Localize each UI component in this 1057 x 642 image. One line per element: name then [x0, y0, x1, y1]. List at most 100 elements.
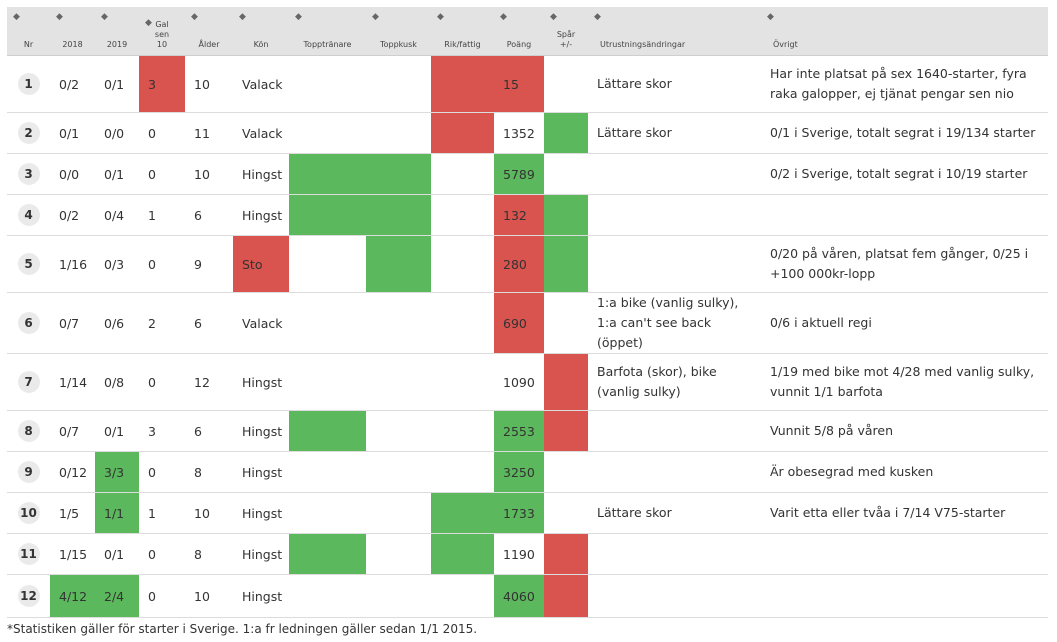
cell-2018: 4/12	[50, 574, 95, 618]
cell-spar	[544, 533, 588, 575]
sort-icon[interactable]: ◆	[191, 12, 198, 22]
cell-kon: Valack	[233, 292, 289, 354]
cell-topptranare	[289, 194, 366, 236]
cell-utrustning	[588, 574, 761, 618]
col-header-alder[interactable]: ◆ Ålder	[185, 7, 233, 56]
sort-icon[interactable]: ◆	[500, 12, 507, 22]
nr-cell: 9	[7, 451, 50, 493]
cell-2019: 0/3	[95, 235, 139, 293]
cell-spar	[544, 292, 588, 354]
cell-spar	[544, 153, 588, 195]
cell-poang: 2553	[494, 410, 544, 452]
sort-icon[interactable]: ◆	[550, 12, 557, 22]
col-label: Topptränare	[303, 40, 352, 49]
cell-2019: 0/1	[95, 410, 139, 452]
col-label: 2018	[62, 40, 83, 49]
cell-utrustning	[588, 533, 761, 575]
cell-toppkusk	[366, 112, 431, 154]
cell-ovrigt	[761, 194, 1048, 236]
cell-2018: 0/2	[50, 55, 95, 113]
cell-topptranare	[289, 410, 366, 452]
cell-2019: 0/1	[95, 533, 139, 575]
cell-rik-fattig	[431, 533, 494, 575]
row-number-badge: 3	[17, 163, 40, 185]
col-header-ovrigt[interactable]: ◆ Övrigt	[761, 7, 1048, 56]
cell-alder: 11	[185, 112, 233, 154]
cell-topptranare	[289, 574, 366, 618]
table-row: 1 0/2 0/1 3 10 Valack 15 Lättare skor Har inte p…	[7, 55, 1048, 113]
cell-toppkusk	[366, 235, 431, 293]
col-header-utrustning[interactable]: ◆ Utrustningsändringar	[588, 7, 761, 56]
cell-poang: 1733	[494, 492, 544, 534]
cell-utrustning	[588, 410, 761, 452]
sort-icon[interactable]: ◆	[594, 12, 601, 22]
cell-toppkusk	[366, 292, 431, 354]
sort-icon[interactable]: ◆	[145, 18, 152, 28]
col-header-nr[interactable]: ◆ Nr	[7, 7, 50, 56]
cell-2018: 0/2	[50, 194, 95, 236]
cell-rik-fattig	[431, 353, 494, 411]
cell-rik-fattig	[431, 55, 494, 113]
cell-toppkusk	[366, 353, 431, 411]
cell-poang: 690	[494, 292, 544, 354]
cell-kon: Hingst	[233, 533, 289, 575]
row-number-badge: 9	[17, 461, 40, 483]
col-header-spar[interactable]: ◆ Spår +/-	[544, 7, 588, 56]
cell-topptranare	[289, 235, 366, 293]
row-number-badge: 7	[17, 371, 40, 393]
cell-2019: 3/3	[95, 451, 139, 493]
col-header-rik-fattig[interactable]: ◆ Rik/fattig	[431, 7, 494, 56]
cell-toppkusk	[366, 533, 431, 575]
cell-kon: Hingst	[233, 574, 289, 618]
col-header-2018[interactable]: ◆ 2018	[50, 7, 95, 56]
cell-poang: 4060	[494, 574, 544, 618]
cell-2019: 0/6	[95, 292, 139, 354]
col-header-kon[interactable]: ◆ Kön	[233, 7, 289, 56]
cell-gal-sen-10: 1	[139, 492, 185, 534]
sort-icon[interactable]: ◆	[295, 12, 302, 22]
nr-cell: 3	[7, 153, 50, 195]
col-header-poang[interactable]: ◆ Poäng	[494, 7, 544, 56]
sort-icon[interactable]: ◆	[101, 12, 108, 22]
row-number-badge: 12	[17, 585, 40, 607]
cell-toppkusk	[366, 410, 431, 452]
cell-ovrigt: Har inte platsat på sex 1640-starter, fy…	[761, 55, 1048, 113]
cell-alder: 8	[185, 533, 233, 575]
cell-topptranare	[289, 353, 366, 411]
cell-topptranare	[289, 292, 366, 354]
cell-ovrigt: 0/1 i Sverige, totalt segrat i 19/134 st…	[761, 112, 1048, 154]
sort-icon[interactable]: ◆	[767, 12, 774, 22]
cell-kon: Hingst	[233, 353, 289, 411]
table-row: 7 1/14 0/8 0 12 Hingst 1090 Barfota (skor), bik…	[7, 353, 1048, 411]
table-row: 4 0/2 0/4 1 6 Hingst 132	[7, 194, 1048, 236]
col-header-toppkusk[interactable]: ◆ Toppkusk	[366, 7, 431, 56]
cell-2018: 0/7	[50, 410, 95, 452]
cell-2018: 1/14	[50, 353, 95, 411]
cell-poang: 1190	[494, 533, 544, 575]
cell-spar	[544, 235, 588, 293]
col-header-topptranare[interactable]: ◆ Topptränare	[289, 7, 366, 56]
col-header-2019[interactable]: ◆ 2019	[95, 7, 139, 56]
row-number-badge: 4	[17, 204, 40, 226]
cell-poang: 15	[494, 55, 544, 113]
sort-icon[interactable]: ◆	[13, 12, 20, 22]
row-number-badge: 8	[17, 420, 40, 442]
cell-gal-sen-10: 3	[139, 410, 185, 452]
sort-icon[interactable]: ◆	[372, 12, 379, 22]
cell-alder: 9	[185, 235, 233, 293]
sort-icon[interactable]: ◆	[239, 12, 246, 22]
cell-spar	[544, 55, 588, 113]
table-row: 5 1/16 0/3 0 9 Sto 280 0/20 på våren, platsat f…	[7, 235, 1048, 293]
sort-icon[interactable]: ◆	[56, 12, 63, 22]
cell-poang: 1090	[494, 353, 544, 411]
cell-toppkusk	[366, 153, 431, 195]
row-number-badge: 2	[17, 122, 40, 144]
cell-2018: 1/15	[50, 533, 95, 575]
cell-2018: 0/7	[50, 292, 95, 354]
cell-2019: 0/4	[95, 194, 139, 236]
cell-rik-fattig	[431, 235, 494, 293]
cell-alder: 8	[185, 451, 233, 493]
cell-kon: Valack	[233, 112, 289, 154]
col-header-gal-sen-10[interactable]: ◆ Gal sen 10	[139, 7, 185, 56]
sort-icon[interactable]: ◆	[437, 12, 444, 22]
